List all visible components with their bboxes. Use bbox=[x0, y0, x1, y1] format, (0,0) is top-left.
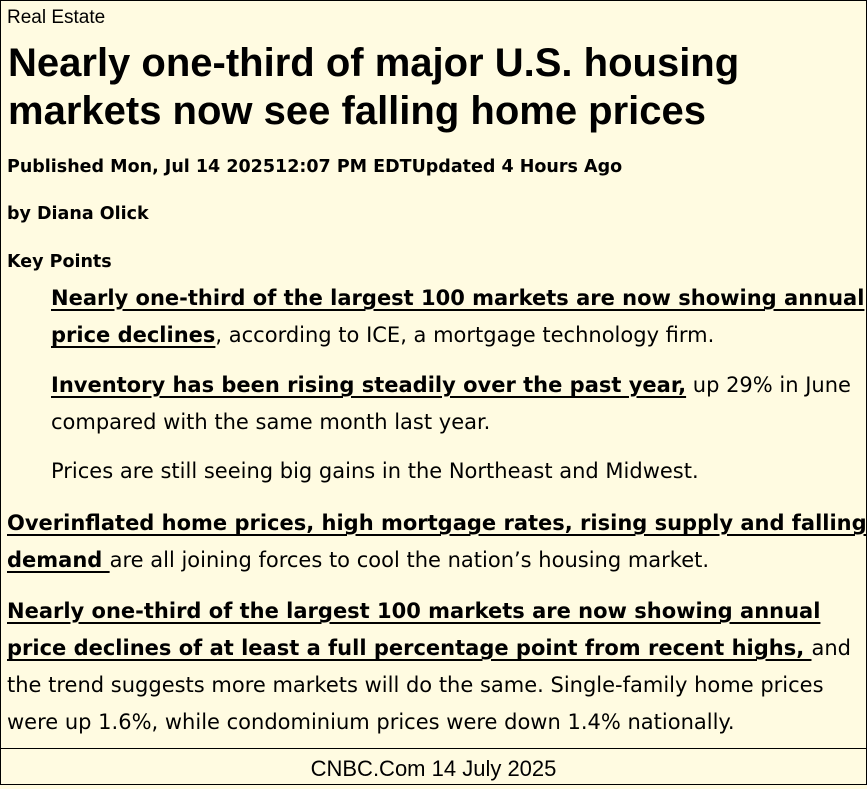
key-points-label: Key Points bbox=[7, 252, 112, 272]
headline: Nearly one-third of major U.S. housing m… bbox=[8, 41, 740, 133]
paragraph-2-text: and the trend suggests more markets will… bbox=[7, 636, 852, 734]
byline: by Diana Olick bbox=[7, 204, 149, 224]
key-point-2: Inventory has been rising steadily over … bbox=[51, 367, 866, 441]
publish-info: Published Mon, Jul 14 202512:07 PM EDTUp… bbox=[7, 157, 623, 177]
key-point-3-text: Prices are still seeing big gains in the… bbox=[51, 459, 699, 483]
paragraph-2-highlight: Nearly one-third of the largest 100 mark… bbox=[7, 599, 821, 660]
key-point-2-text: up 29% in June compared with the same mo… bbox=[51, 373, 851, 434]
paragraph-1-highlight: Overinflated home prices, high mortgage … bbox=[7, 511, 867, 572]
key-point-3: Prices are still seeing big gains in the… bbox=[51, 453, 866, 490]
key-point-1-text: , according to ICE, a mortgage technolog… bbox=[215, 323, 715, 347]
paragraph-2: Nearly one-third of the largest 100 mark… bbox=[7, 593, 867, 741]
key-point-1: Nearly one-third of the largest 100 mark… bbox=[51, 280, 866, 354]
section-label: Real Estate bbox=[7, 7, 106, 28]
key-point-2-highlight: Inventory has been rising steadily over … bbox=[51, 373, 687, 397]
source-footer: CNBC.Com 14 July 2025 bbox=[1, 748, 866, 785]
paragraph-1: Overinflated home prices, high mortgage … bbox=[7, 505, 867, 579]
key-point-1-highlight: Nearly one-third of the largest 100 mark… bbox=[51, 286, 865, 347]
paragraph-1-text: are all joining forces to cool the natio… bbox=[109, 548, 710, 572]
